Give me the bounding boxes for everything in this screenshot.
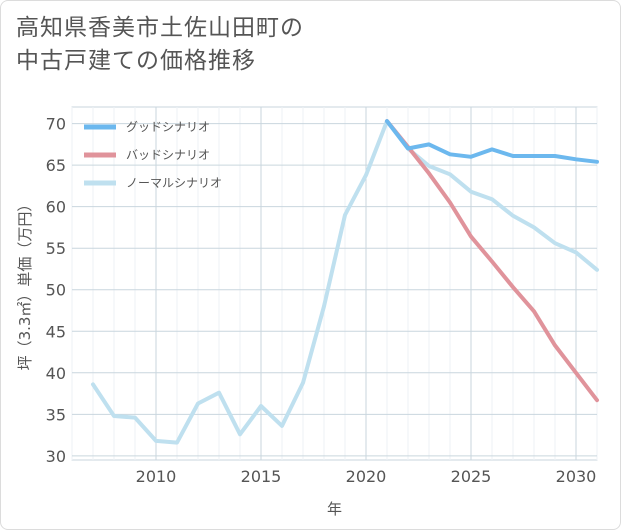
series-lines: [91, 119, 599, 445]
legend-good-scenario-label: グッドシナリオ: [126, 120, 210, 134]
y-tick-label: 35: [46, 405, 66, 424]
chart-title-line-1: 高知県香美市土佐山田町の: [16, 15, 304, 41]
y-tick-label: 60: [46, 198, 66, 217]
bad-scenario-line: [385, 119, 599, 403]
x-tick-label: 2020: [346, 467, 387, 486]
normal-scenario-line: [91, 119, 599, 445]
chart-title: 高知県香美市土佐山田町の 中古戸建ての価格推移: [16, 12, 304, 78]
y-tick-label: 45: [46, 322, 66, 341]
legend-bad-scenario-label: バッドシナリオ: [126, 148, 210, 162]
x-axis-title: 年: [327, 500, 342, 518]
y-tick-label: 40: [46, 364, 66, 383]
chart-title-line-2: 中古戸建ての価格推移: [16, 48, 256, 74]
y-tick-label: 30: [46, 447, 66, 466]
y-axis-title: 坪（3.3㎡）単価（万円）: [16, 197, 34, 371]
y-tick-label: 65: [46, 156, 66, 175]
x-tick-label: 2025: [451, 467, 492, 486]
good-scenario-line: [385, 119, 599, 164]
x-axis-ticks: 2010 2015 2020 2025 2030: [136, 467, 597, 486]
y-tick-label: 70: [46, 115, 66, 134]
x-tick-label: 2010: [136, 467, 177, 486]
x-tick-label: 2015: [241, 467, 282, 486]
y-tick-label: 50: [46, 281, 66, 300]
legend-normal-scenario-label: ノーマルシナリオ: [126, 176, 222, 190]
x-tick-label: 2030: [556, 467, 597, 486]
y-axis-ticks: 30 35 40 45 50 55 60 65 70: [46, 115, 66, 466]
y-tick-label: 55: [46, 239, 66, 258]
gridlines: [71, 107, 598, 460]
